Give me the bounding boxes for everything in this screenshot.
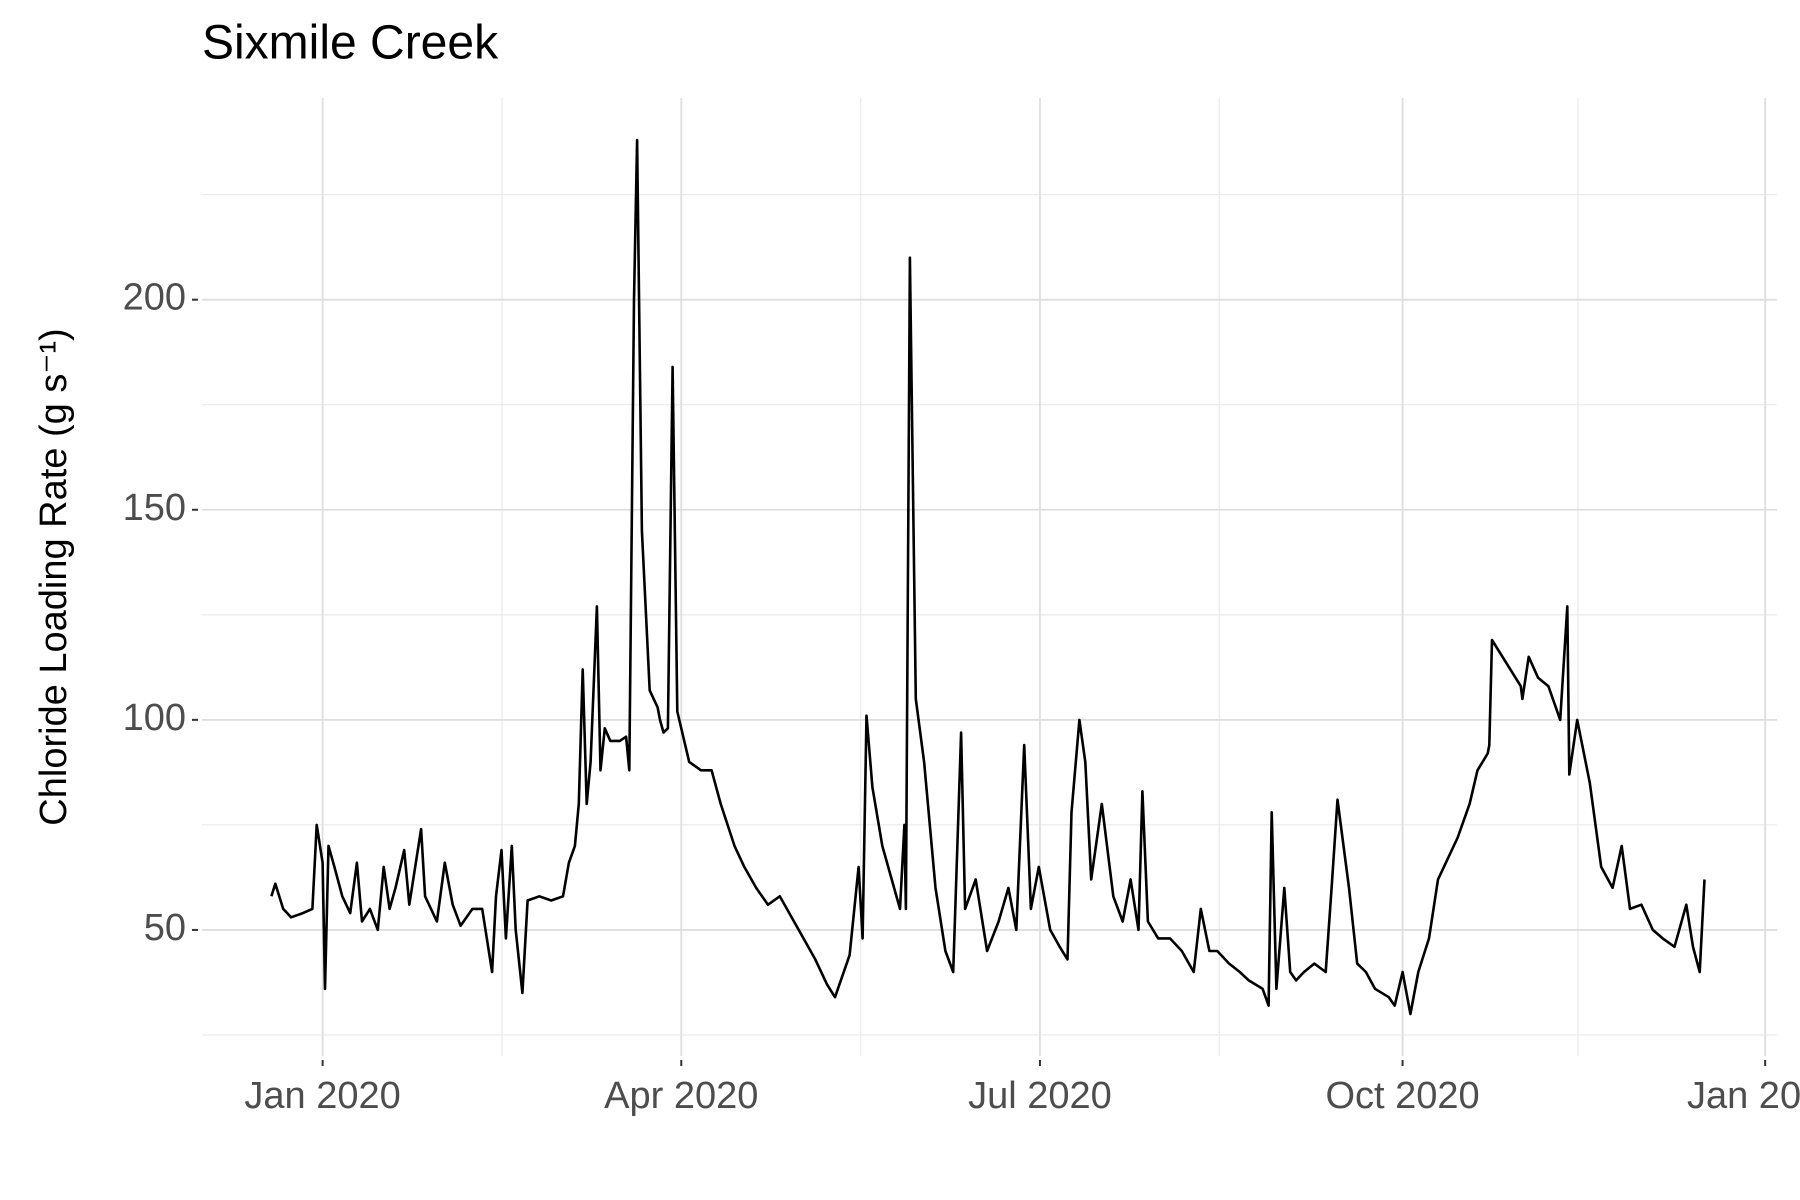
x-tick-label: Jul 2020 [968,1075,1112,1117]
y-tick-label: 200 [123,277,186,319]
y-tick-label: 50 [144,907,186,949]
x-tick-label: Oct 2020 [1325,1075,1479,1117]
chart-title: Sixmile Creek [202,17,499,70]
y-tick-label: 150 [123,487,186,529]
line [270,138,1706,1016]
y-tick-label: 100 [123,697,186,739]
x-tick-label: Jan 2020 [244,1075,400,1117]
x-tick-label: Apr 2020 [604,1075,758,1117]
x-tick-label: Jan 2021 [1687,1075,1800,1117]
y-axis-label: Chloride Loading Rate (g s⁻¹) [33,328,75,825]
